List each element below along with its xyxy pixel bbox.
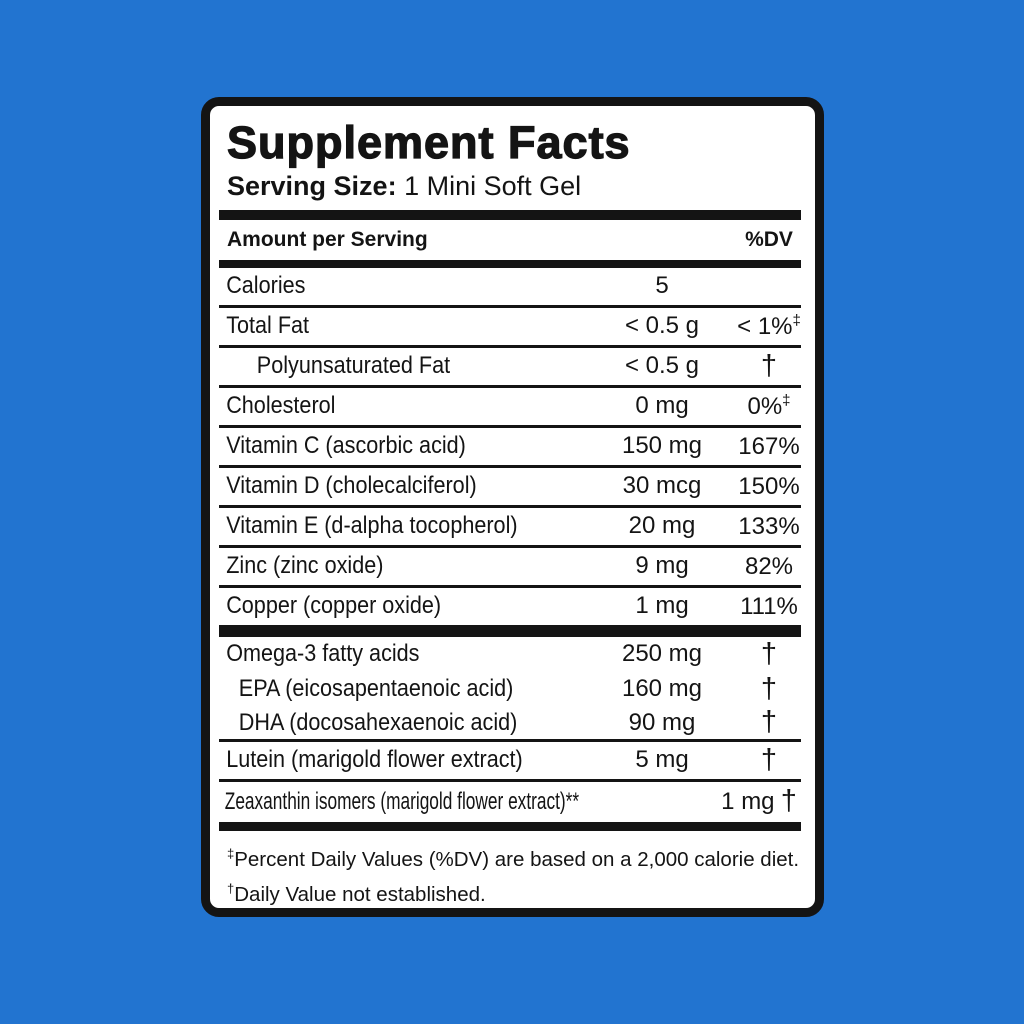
nutrient-amount: 250 mg: [621, 640, 703, 668]
footnote-percent-dv: ‡Percent Daily Values (%DV) are based on…: [227, 839, 801, 875]
dv-value: †: [780, 785, 797, 818]
nutrient-amount: 5 mg: [635, 746, 689, 774]
footnote-marker-double-dagger: ‡: [227, 845, 235, 861]
nutrient-name: Total Fat: [226, 312, 310, 340]
nutrient-amount: 1 mg: [721, 787, 775, 815]
nutrient-percent-dv: < 1%‡: [737, 312, 801, 341]
nutrient-amount: 9 mg: [635, 552, 689, 580]
nutrient-amount: 1 mg: [635, 592, 689, 620]
dv-value: 0%: [747, 392, 783, 420]
nutrient-amount: 150 mg: [621, 432, 703, 460]
thick-rule-bottom: [219, 821, 801, 831]
nutrient-name: Omega-3 fatty acids: [226, 640, 420, 668]
table-row: Vitamin C (ascorbic acid) 150 mg 167%: [219, 428, 801, 468]
table-row: Vitamin E (d-alpha tocopherol) 20 mg 133…: [219, 508, 801, 548]
dv-value: 82%: [744, 552, 794, 580]
nutrient-amount: < 0.5 g: [624, 352, 700, 380]
nutrient-name: Vitamin C (ascorbic acid): [226, 432, 466, 460]
header-amount-per-serving: Amount per Serving: [227, 227, 428, 251]
serving-size-value: 1 Mini Soft Gel: [396, 170, 582, 201]
table-row: Lutein (marigold flower extract) 5 mg †: [219, 742, 801, 782]
supplement-facts-panel: Supplement Facts Serving Size: 1 Mini So…: [201, 97, 824, 917]
dv-value: < 1%: [737, 312, 793, 340]
nutrient-amount: 5: [655, 272, 669, 300]
dv-footnote-marker: ‡: [782, 391, 791, 409]
nutrient-amount: 160 mg: [621, 675, 703, 703]
nutrient-percent-dv: 0%‡: [737, 392, 801, 421]
table-section-main: Calories 5 Total Fat < 0.5 g < 1%‡ Polyu…: [219, 268, 801, 628]
nutrient-name: Calories: [226, 272, 306, 300]
thick-rule-header: [219, 259, 801, 268]
nutrient-percent-dv: †: [777, 785, 801, 818]
nutrient-percent-dv: 133%: [737, 512, 801, 541]
footnote-text: Daily Value not established.: [234, 883, 486, 907]
dv-value: †: [760, 349, 778, 382]
table-row: Zinc (zinc oxide) 9 mg 82%: [219, 548, 801, 588]
table-row: Omega-3 fatty acids 250 mg †: [219, 637, 801, 672]
nutrient-name: Cholesterol: [226, 392, 336, 420]
thick-rule-top: [219, 209, 801, 220]
dv-value: †: [760, 743, 778, 776]
nutrient-name: DHA (docosahexaenoic acid): [238, 708, 518, 736]
nutrient-amount: 90 mg: [628, 708, 696, 736]
table-row: DHA (docosahexaenoic acid) 90 mg †: [219, 706, 801, 742]
nutrient-name: Vitamin D (cholecalciferol): [226, 472, 477, 500]
nutrient-name: Copper (copper oxide): [226, 592, 442, 620]
nutrient-percent-dv: 150%: [737, 472, 801, 501]
nutrient-percent-dv: †: [737, 350, 801, 383]
thick-rule-mid: [219, 627, 801, 637]
nutrient-amount: 0 mg: [635, 392, 689, 420]
footnote-daily-value: †Daily Value not established.: [227, 874, 801, 910]
footnotes: ‡Percent Daily Values (%DV) are based on…: [219, 831, 801, 911]
nutrient-name: EPA (eicosapentaenoic acid): [238, 675, 514, 703]
dv-value: †: [760, 672, 778, 705]
serving-size-line: Serving Size: 1 Mini Soft Gel: [227, 171, 801, 202]
table-row: Total Fat < 0.5 g < 1%‡: [219, 308, 801, 348]
dv-value: 150%: [738, 472, 800, 500]
nutrient-percent-dv: 82%: [737, 552, 801, 581]
nutrient-percent-dv: †: [737, 744, 801, 777]
nutrient-amount: 30 mcg: [622, 472, 702, 500]
dv-value: 133%: [738, 512, 800, 540]
table-row: EPA (eicosapentaenoic acid) 160 mg †: [219, 672, 801, 707]
dv-value: 111%: [740, 592, 798, 620]
header-percent-dv: %DV: [745, 227, 793, 251]
dv-value: †: [760, 706, 778, 739]
dv-value: 167%: [738, 432, 800, 460]
nutrient-percent-dv: †: [737, 706, 801, 739]
nutrient-name: Vitamin E (d-alpha tocopherol): [226, 512, 518, 540]
nutrient-percent-dv: †: [737, 638, 801, 671]
panel-title: Supplement Facts: [226, 117, 631, 168]
nutrient-amount: < 0.5 g: [624, 312, 700, 340]
table-row: Vitamin D (cholecalciferol) 30 mcg 150%: [219, 468, 801, 508]
table-row: Zeaxanthin isomers (marigold flower extr…: [219, 782, 801, 822]
table-row: Polyunsaturated Fat < 0.5 g †: [219, 348, 801, 388]
nutrient-amount: 20 mg: [628, 512, 696, 540]
nutrient-name: Polyunsaturated Fat: [256, 352, 451, 380]
nutrient-percent-dv: 167%: [737, 432, 801, 461]
nutrient-name: Zeaxanthin isomers (marigold flower extr…: [224, 787, 580, 815]
nutrient-percent-dv: †: [737, 673, 801, 706]
table-header-row: Amount per Serving %DV: [219, 220, 801, 260]
footnote-text: Percent Daily Values (%DV) are based on …: [234, 847, 800, 871]
nutrient-percent-dv: 111%: [737, 592, 801, 621]
nutrient-name: Zinc (zinc oxide): [226, 552, 384, 580]
footnote-marker-dagger: †: [227, 881, 235, 897]
serving-size-label: Serving Size:: [227, 170, 397, 201]
table-row: Calories 5: [219, 268, 801, 308]
nutrient-name: Lutein (marigold flower extract): [226, 746, 523, 774]
dv-value: †: [760, 637, 778, 670]
table-section-omega: Omega-3 fatty acids 250 mg † EPA (eicosa…: [219, 637, 801, 822]
table-row: Cholesterol 0 mg 0%‡: [219, 388, 801, 428]
dv-footnote-marker: ‡: [792, 311, 801, 329]
table-row: Copper (copper oxide) 1 mg 111%: [219, 588, 801, 628]
